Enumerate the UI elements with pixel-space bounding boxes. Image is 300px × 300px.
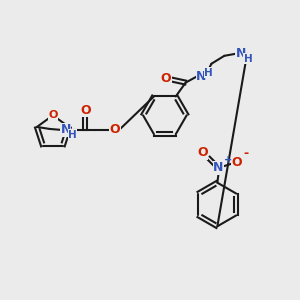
Text: O: O bbox=[48, 110, 58, 120]
Text: +: + bbox=[224, 155, 232, 165]
Text: O: O bbox=[80, 103, 91, 117]
Text: H: H bbox=[68, 130, 77, 140]
Text: H: H bbox=[204, 68, 213, 78]
Text: -: - bbox=[243, 147, 248, 160]
Text: N: N bbox=[196, 70, 207, 83]
Text: N: N bbox=[236, 47, 246, 60]
Text: O: O bbox=[232, 156, 242, 170]
Text: O: O bbox=[110, 123, 121, 136]
Text: N: N bbox=[213, 161, 224, 174]
Text: N: N bbox=[60, 123, 71, 136]
Text: O: O bbox=[197, 146, 208, 160]
Text: H: H bbox=[244, 54, 253, 64]
Text: O: O bbox=[160, 72, 171, 85]
